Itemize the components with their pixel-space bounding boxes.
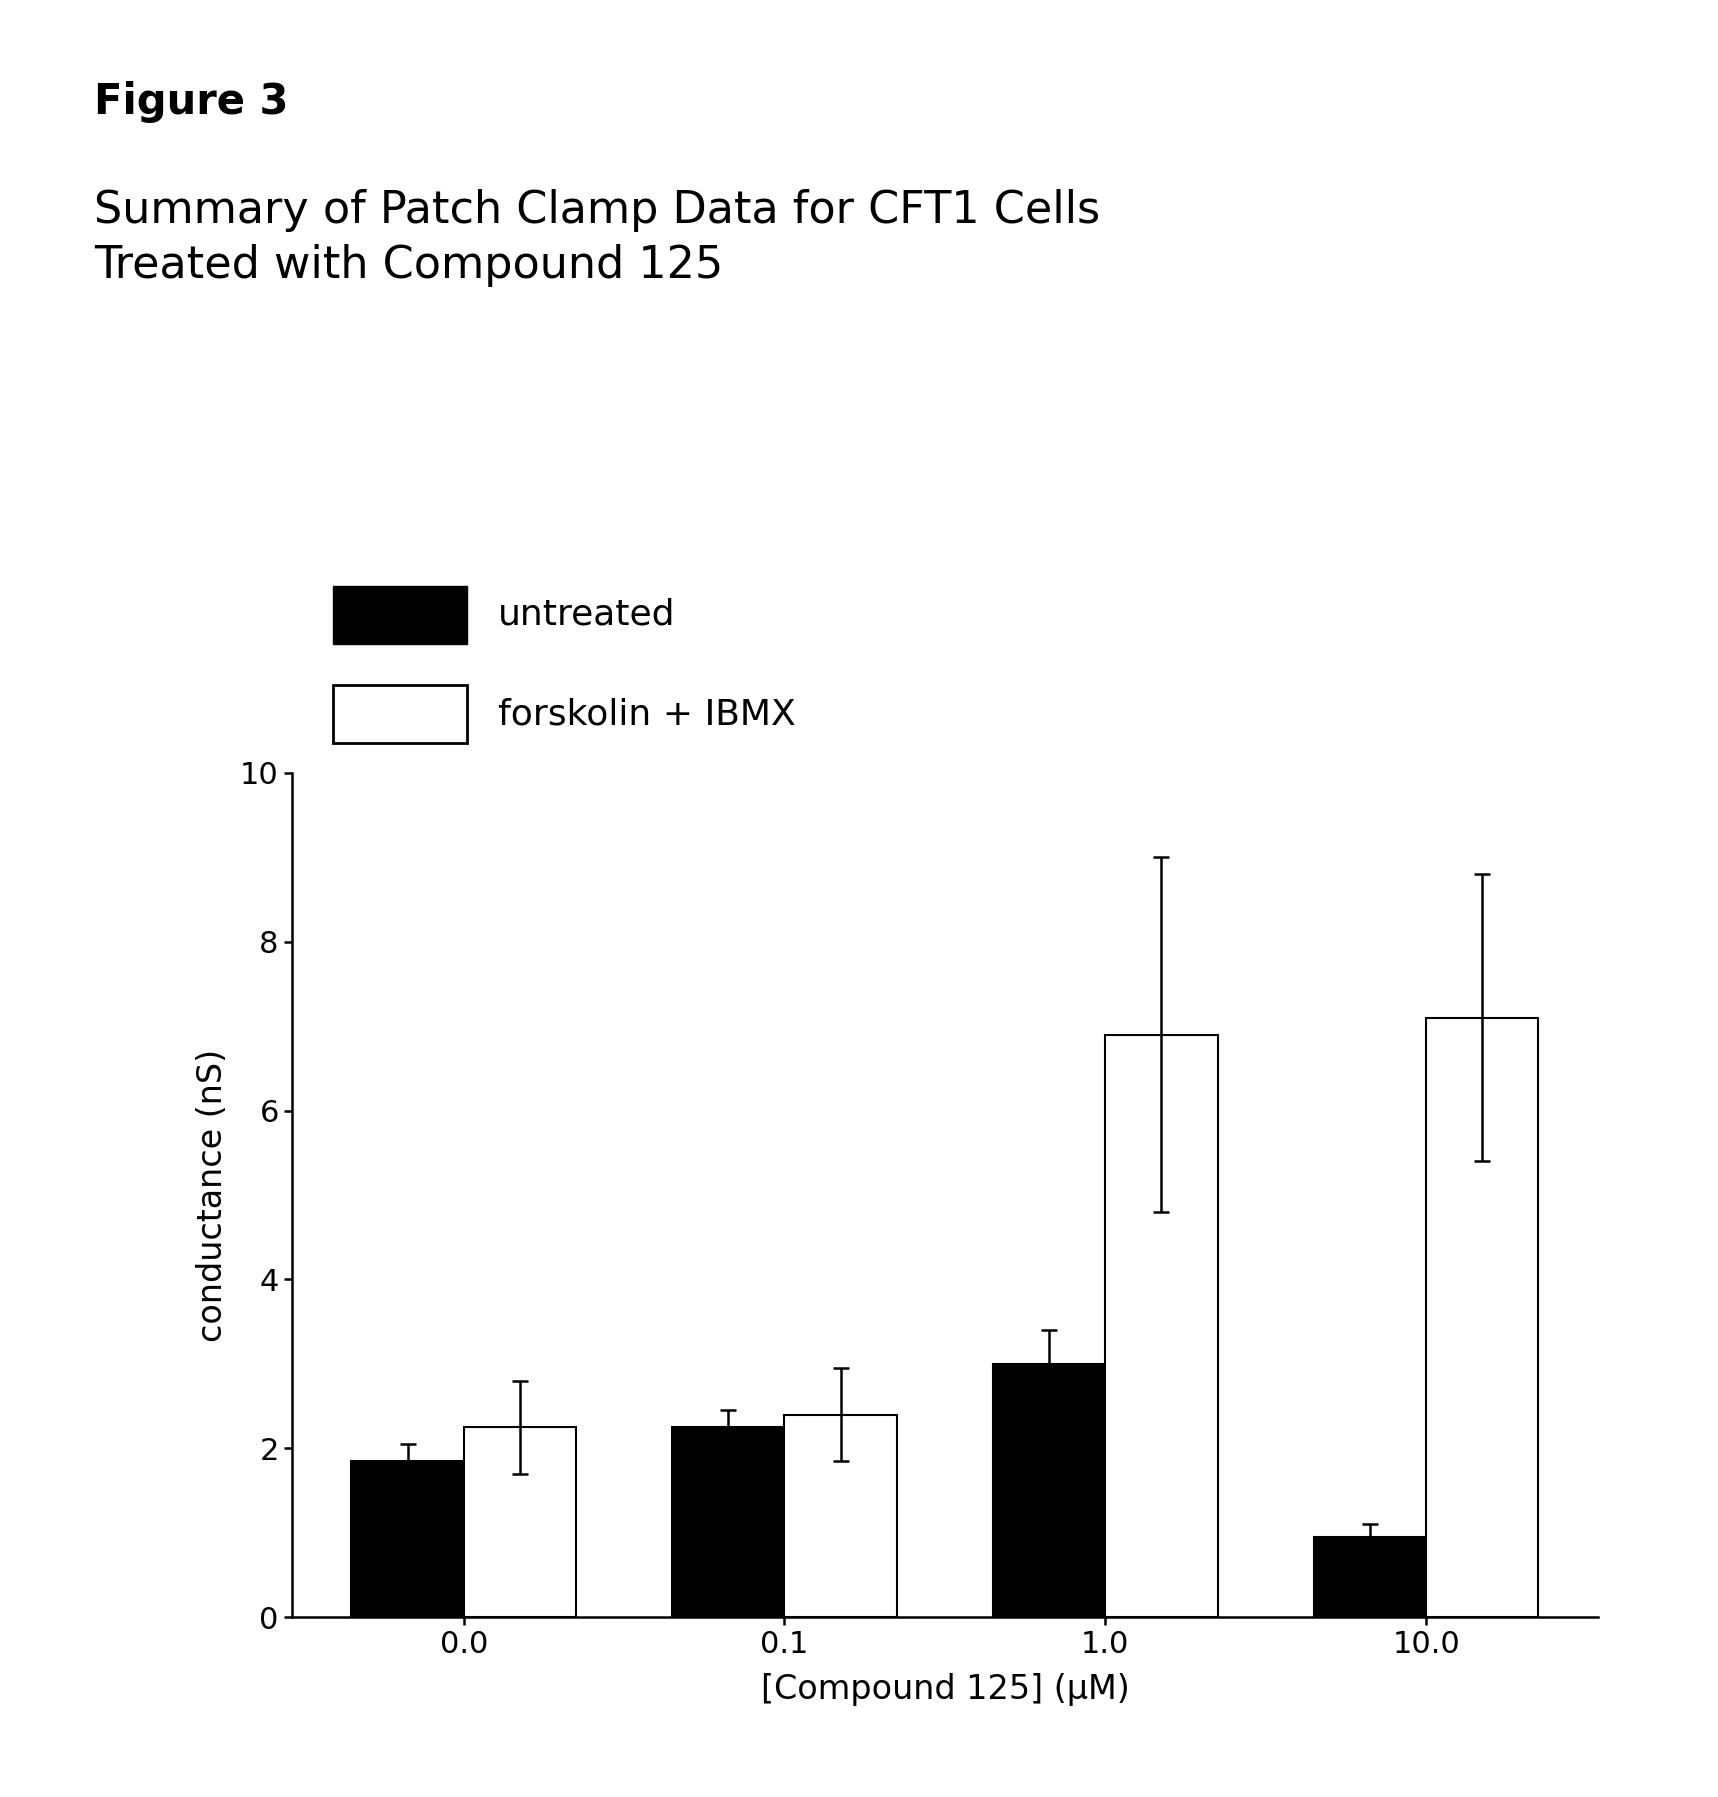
Bar xyxy=(1105,1035,1218,1617)
Y-axis label: conductance (nS): conductance (nS) xyxy=(196,1048,228,1342)
Bar xyxy=(352,1461,464,1617)
Bar xyxy=(993,1364,1105,1617)
X-axis label: [Compound 125] (μM): [Compound 125] (μM) xyxy=(761,1673,1129,1707)
Text: Summary of Patch Clamp Data for CFT1 Cells
Treated with Compound 125: Summary of Patch Clamp Data for CFT1 Cel… xyxy=(94,189,1101,286)
Text: forskolin + IBMX: forskolin + IBMX xyxy=(498,697,795,731)
Bar xyxy=(1426,1017,1538,1617)
Text: untreated: untreated xyxy=(498,598,675,633)
Bar xyxy=(464,1427,576,1617)
Bar xyxy=(333,685,467,744)
Bar xyxy=(1314,1536,1426,1617)
Text: Figure 3: Figure 3 xyxy=(94,81,289,122)
Bar xyxy=(785,1414,897,1617)
Bar xyxy=(672,1427,785,1617)
Bar xyxy=(333,586,467,643)
